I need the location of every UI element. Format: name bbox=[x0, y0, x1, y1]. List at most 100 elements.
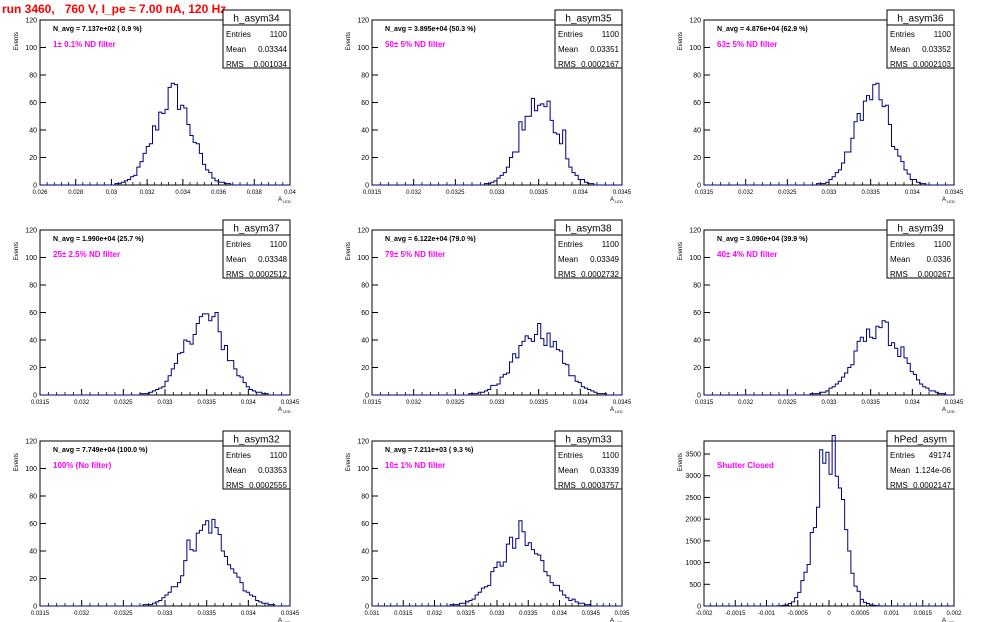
x-tick-label: 0.036 bbox=[211, 190, 227, 196]
histogram-panel-hPed_asym: 0 500 1000 1500 2000 2500 3000 3500 -0.002 -0.001… bbox=[678, 430, 962, 622]
x-axis-label-sub: LED bbox=[283, 409, 291, 414]
x-tick-label: 0.0335 bbox=[861, 400, 880, 406]
histogram-panel-h_asym38: 0 20 40 60 80 100 120 0.0315 0.032 0.0325 0.033 0.0… bbox=[346, 219, 632, 414]
y-tick-label: 40 bbox=[693, 128, 701, 135]
x-axis-label: A bbox=[610, 407, 614, 413]
stats-title: h_asym37 bbox=[233, 224, 280, 235]
y-tick-label: 500 bbox=[689, 582, 701, 589]
stats-mean-value: 0.03348 bbox=[258, 255, 287, 264]
stats-mean-label: Mean bbox=[558, 255, 578, 264]
y-axis-label: Events bbox=[346, 242, 352, 260]
stats-title: h_asym36 bbox=[897, 14, 944, 25]
stats-mean-value: 0.03344 bbox=[258, 45, 287, 54]
x-tick-label: 0.0325 bbox=[778, 400, 797, 406]
x-tick-label: 0.04 bbox=[284, 190, 296, 196]
filter-label: 10± 1% ND filter bbox=[385, 461, 445, 470]
y-tick-label: 0 bbox=[33, 183, 37, 190]
x-tick-label: 0.034 bbox=[905, 400, 921, 406]
stats-title: h_asym34 bbox=[233, 14, 280, 25]
x-tick-label: 0.0315 bbox=[31, 400, 50, 406]
y-tick-label: 120 bbox=[357, 18, 369, 25]
y-tick-label: 80 bbox=[29, 283, 37, 290]
x-tick-label: 0.0315 bbox=[394, 611, 413, 617]
x-tick-label: 0.032 bbox=[140, 190, 156, 196]
stats-rms-value: 0.0002555 bbox=[249, 481, 287, 490]
histogram-panel-h_asym33: 0 20 40 60 80 100 120 0.031 0.0315 0.032 0.0325 0.0… bbox=[346, 430, 630, 622]
x-axis-label-sub: LED bbox=[947, 620, 955, 622]
x-tick-label: 0.0325 bbox=[457, 611, 476, 617]
stats-box bbox=[554, 219, 623, 279]
y-tick-label: 120 bbox=[357, 439, 369, 446]
x-tick-label: 0.032 bbox=[74, 400, 90, 406]
x-tick-label: 0.0325 bbox=[446, 190, 465, 196]
navg-label: N_avg = 7.137e+02 ( 0.9 %) bbox=[53, 26, 142, 33]
x-axis-label: A bbox=[942, 197, 946, 203]
stats-mean-label: Mean bbox=[226, 255, 246, 264]
y-tick-label: 2000 bbox=[685, 517, 701, 524]
y-tick-label: 0 bbox=[365, 393, 369, 400]
x-tick-label: 0 bbox=[827, 611, 831, 617]
stats-mean-value: 0.03339 bbox=[590, 466, 619, 475]
y-tick-label: 120 bbox=[357, 228, 369, 235]
x-axis-label-sub: LED bbox=[615, 409, 623, 414]
x-tick-label: 0.034 bbox=[175, 190, 191, 196]
stats-entries-value: 1100 bbox=[934, 240, 952, 249]
stats-title: hPed_asym bbox=[894, 435, 947, 446]
x-tick-label: 0.033 bbox=[489, 190, 505, 196]
x-tick-label: 0.0005 bbox=[851, 611, 870, 617]
y-tick-label: 60 bbox=[29, 521, 37, 528]
y-tick-label: 40 bbox=[361, 128, 369, 135]
x-tick-label: 0.0345 bbox=[582, 611, 601, 617]
x-axis-label: A bbox=[942, 618, 946, 622]
x-tick-label: 0.034 bbox=[905, 190, 921, 196]
y-tick-label: 100 bbox=[357, 45, 369, 52]
stats-box bbox=[222, 219, 291, 279]
histogram-panel-h_asym34: 0 20 40 60 80 100 120 0.026 0.028 0.03 0.032 0.034 0… bbox=[14, 9, 296, 204]
stats-rms-value: 0.000267 bbox=[918, 270, 952, 279]
stats-mean-label: Mean bbox=[558, 466, 578, 475]
x-tick-label: 0.0335 bbox=[529, 190, 548, 196]
stats-box bbox=[554, 9, 623, 69]
histogram-series bbox=[372, 520, 622, 607]
stats-rms-value: 0.0002512 bbox=[249, 270, 287, 279]
stats-entries-label: Entries bbox=[890, 30, 915, 39]
filter-label: 50± 5% ND filter bbox=[385, 40, 445, 49]
y-tick-label: 20 bbox=[693, 365, 701, 372]
x-tick-label: 0.033 bbox=[157, 400, 173, 406]
x-tick-label: 0.031 bbox=[364, 611, 380, 617]
x-tick-label: 0.0335 bbox=[197, 400, 216, 406]
navg-label: N_avg = 6.122e+04 (79.0 %) bbox=[385, 236, 476, 243]
x-tick-label: 0.0325 bbox=[114, 400, 133, 406]
x-tick-label: 0.002 bbox=[946, 611, 962, 617]
x-tick-label: 0.0015 bbox=[914, 611, 933, 617]
stats-entries-value: 1100 bbox=[602, 451, 620, 460]
histogram-series bbox=[704, 82, 954, 186]
y-tick-label: 60 bbox=[693, 100, 701, 107]
filter-label: 100% (No filter) bbox=[53, 461, 112, 470]
stats-mean-label: Mean bbox=[226, 45, 246, 54]
x-tick-label: 0.0345 bbox=[945, 190, 964, 196]
y-tick-label: 80 bbox=[29, 494, 37, 501]
y-tick-label: 100 bbox=[25, 255, 37, 262]
stats-entries-label: Entries bbox=[226, 30, 251, 39]
histogram-series bbox=[704, 320, 954, 396]
y-tick-label: 80 bbox=[361, 494, 369, 501]
y-tick-label: 20 bbox=[29, 365, 37, 372]
x-tick-label: 0.0315 bbox=[695, 400, 714, 406]
y-tick-label: 120 bbox=[25, 18, 37, 25]
x-axis-label-sub: LED bbox=[283, 620, 291, 622]
stats-entries-value: 1100 bbox=[934, 30, 952, 39]
x-tick-label: 0.032 bbox=[738, 190, 754, 196]
y-axis-label: Events bbox=[678, 32, 684, 50]
y-tick-label: 40 bbox=[361, 338, 369, 345]
x-tick-label: 0.001 bbox=[884, 611, 900, 617]
x-tick-label: 0.0345 bbox=[281, 400, 300, 406]
y-tick-label: 80 bbox=[361, 73, 369, 80]
stats-rms-value: 0.001034 bbox=[254, 60, 288, 69]
navg-label: N_avg = 3.090e+04 (39.9 %) bbox=[717, 236, 808, 243]
stats-rms-value: 0.0002147 bbox=[913, 481, 951, 490]
histogram-series bbox=[40, 518, 290, 607]
x-tick-label: 0.0335 bbox=[197, 611, 216, 617]
stats-rms-value: 0.0002732 bbox=[581, 270, 619, 279]
